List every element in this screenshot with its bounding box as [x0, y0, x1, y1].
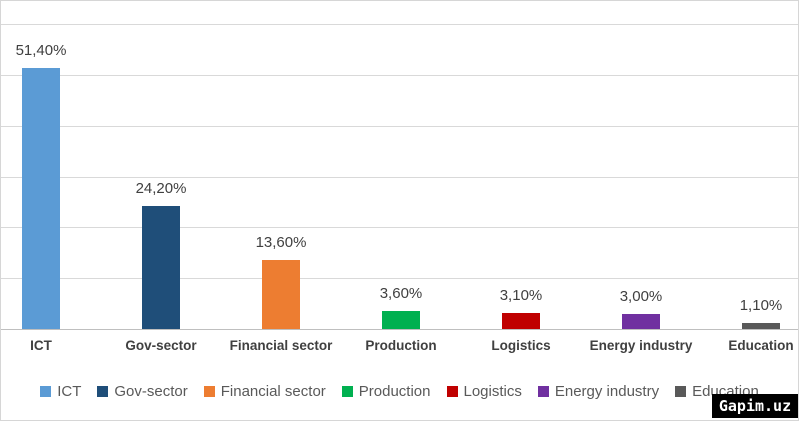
category-label-financial-sector: Financial sector: [229, 338, 333, 353]
bar-logistics: [502, 313, 540, 329]
legend-label: ICT: [57, 382, 82, 400]
legend-label: Gov-sector: [114, 382, 188, 400]
legend-swatch-financial-sector: [203, 385, 215, 397]
legend-swatch-production: [341, 385, 353, 397]
legend-item-ict: ICT: [40, 383, 81, 400]
legend-label: Energy industry: [554, 382, 660, 400]
bar-ict: [22, 68, 60, 329]
legend-item-financial-sector: Financial sector: [203, 382, 326, 400]
watermark: Gapim.uz: [712, 394, 798, 418]
value-label-ict: 51,40%: [15, 42, 67, 59]
legend-item-gov-sector: Gov-sector: [97, 382, 188, 400]
gridline-40: [1, 126, 798, 127]
legend-item-energy-industry: Energy industry: [537, 382, 660, 400]
gridline-30: [1, 177, 798, 178]
category-label-energy-industry: Energy industry: [589, 338, 693, 353]
legend-swatch-energy-industry: [537, 385, 549, 397]
legend-label: Production: [358, 382, 431, 400]
category-label-gov-sector: Gov-sector: [125, 338, 197, 353]
value-label-energy-industry: 3,00%: [619, 288, 663, 305]
gridline-50: [1, 75, 798, 76]
gridline-60: [1, 24, 798, 25]
value-label-logistics: 3,10%: [499, 287, 543, 304]
value-label-production: 3,60%: [379, 285, 423, 302]
bar-gov-sector: [142, 206, 180, 329]
bar-education: [742, 323, 780, 329]
legend-swatch-ict: [40, 385, 52, 397]
legend: ICT Gov-sector Financial sector Production L…: [1, 381, 798, 401]
legend-label: Financial sector: [220, 382, 326, 400]
bar-energy-industry: [622, 314, 660, 329]
legend-label: Logistics: [463, 382, 522, 400]
legend-item-production: Production: [341, 382, 431, 400]
bar-financial-sector: [262, 260, 300, 329]
value-label-education: 1,10%: [739, 297, 783, 314]
category-label-production: Production: [365, 338, 437, 353]
legend-swatch-logistics: [446, 385, 458, 397]
x-axis-line: [1, 329, 798, 330]
bar-production: [382, 311, 420, 329]
legend-item-logistics: Logistics: [446, 382, 522, 400]
gridline-20: [1, 227, 798, 228]
category-label-logistics: Logistics: [491, 338, 551, 353]
legend-swatch-gov-sector: [97, 385, 109, 397]
value-label-financial-sector: 13,60%: [255, 234, 307, 251]
gridline-10: [1, 278, 798, 279]
legend-swatch-education: [675, 385, 687, 397]
category-label-education: Education: [728, 338, 794, 353]
value-label-gov-sector: 24,20%: [135, 180, 187, 197]
category-label-ict: ICT: [30, 338, 52, 353]
